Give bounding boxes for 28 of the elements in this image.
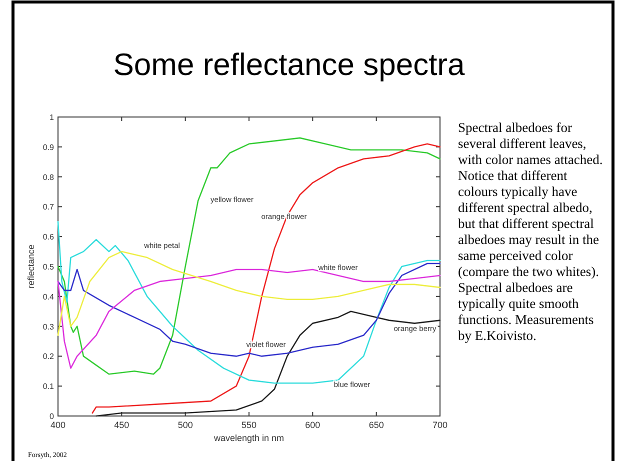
line-series (57, 250, 441, 336)
y-tick-label: 0 (50, 412, 55, 421)
y-tick-label: 0.2 (42, 352, 55, 362)
line-series (57, 268, 441, 369)
x-tick-label: 600 (305, 420, 320, 430)
y-tick-label: 0.3 (42, 322, 55, 332)
line-series (57, 137, 441, 375)
line-series (96, 310, 441, 417)
y-tick-label: 0.5 (42, 262, 55, 272)
line-series (57, 262, 441, 357)
y-tick-label: 0.4 (42, 292, 55, 302)
line-series (92, 143, 441, 414)
chart-title: Some reflectance spectra (113, 47, 466, 82)
x-tick-label: 700 (432, 420, 448, 430)
x-axis-title: wavelength in nm (212, 433, 284, 443)
x-tick-label: 500 (178, 420, 193, 430)
text: Spectral albedoes for several different leaves, with color names attached. Notice that different colours typically have different spectral albedo, but that different spectral albedoes may result in the same perceived color (compare the two whites). Spectral albedoes are typically quite smooth functions. Measurements by E.Koivisto. (458, 120, 603, 343)
x-tick-label: 650 (368, 420, 384, 430)
x-tick-label: 400 (50, 420, 66, 430)
y-tick-label: 0.1 (42, 382, 55, 392)
y-tick-label: 0.8 (42, 172, 55, 182)
y-tick-label: 0.6 (42, 232, 55, 242)
y-tick-label: 0.7 (42, 202, 55, 212)
x-tick-label: 550 (241, 420, 257, 430)
y-tick-label: 0.9 (42, 142, 55, 152)
y-tick-label: 1 (50, 113, 55, 122)
y-axis-title: reflectance (26, 244, 36, 289)
x-tick-label: 450 (114, 420, 130, 430)
